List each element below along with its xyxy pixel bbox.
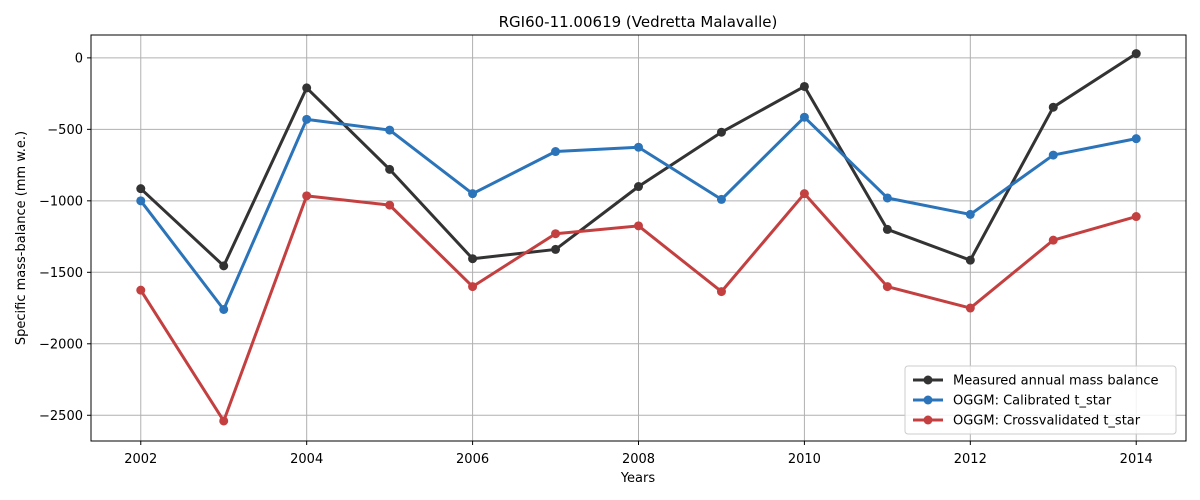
- legend: Measured annual mass balance OGGM: Calibr…: [904, 365, 1177, 435]
- data-point: [882, 282, 892, 292]
- x-tick-label: 2012: [954, 452, 987, 467]
- legend-entry-label: Measured annual mass balance: [953, 374, 1159, 389]
- legend-box: [904, 365, 1177, 435]
- data-point: [634, 142, 643, 152]
- x-tick-label: 2006: [456, 452, 489, 467]
- data-point: [1048, 235, 1058, 245]
- data-point: [468, 282, 478, 292]
- data-point: [219, 304, 229, 314]
- data-point: [1131, 49, 1141, 59]
- x-tick-label: 2002: [124, 452, 157, 467]
- legend-entry-label: OGGM: Crossvalidated t_star: [953, 414, 1141, 429]
- x-axis-ticks: 2002 2004 2006 2008 2010 2012 2014: [124, 441, 1153, 467]
- data-point: [136, 196, 146, 206]
- data-point: [302, 191, 312, 201]
- y-tick-label: −500: [47, 123, 83, 138]
- data-point: [136, 184, 146, 194]
- y-tick-label: −1000: [39, 194, 83, 209]
- chart-title: RGI60-11.00619 (Vedretta Malavalle): [499, 13, 778, 31]
- data-point: [965, 303, 975, 313]
- data-point: [799, 112, 809, 122]
- y-axis-label: Specific mass-balance (mm w.e.): [14, 131, 29, 345]
- data-point: [551, 244, 561, 254]
- data-point: [634, 182, 643, 192]
- data-point: [136, 285, 146, 295]
- x-tick-label: 2004: [290, 452, 323, 467]
- data-point: [799, 189, 809, 199]
- series-1: [136, 49, 1141, 271]
- legend-swatch-marker: [923, 395, 933, 405]
- y-axis-ticks: 0 −500 −1000 −1500 −2000 −2500: [39, 51, 91, 424]
- data-point: [882, 224, 892, 234]
- data-point: [551, 229, 561, 239]
- data-point: [551, 147, 561, 157]
- data-point: [965, 209, 975, 219]
- data-point: [385, 200, 395, 210]
- data-point: [882, 193, 892, 203]
- legend-entry-label: OGGM: Calibrated t_star: [953, 394, 1112, 409]
- data-point: [1131, 212, 1141, 222]
- data-point: [302, 114, 312, 124]
- data-point: [1131, 134, 1141, 144]
- data-point: [468, 189, 478, 199]
- y-tick-label: −2000: [39, 337, 83, 352]
- y-tick-label: 0: [75, 51, 83, 66]
- y-tick-label: −1500: [39, 266, 83, 281]
- series-3: [136, 189, 1141, 426]
- data-point: [716, 194, 726, 204]
- data-point: [1048, 102, 1058, 112]
- data-point: [219, 416, 229, 426]
- data-point: [634, 221, 643, 231]
- x-tick-label: 2014: [1120, 452, 1153, 467]
- data-point: [1048, 150, 1058, 160]
- x-tick-label: 2008: [622, 452, 655, 467]
- data-point: [716, 287, 726, 297]
- x-tick-label: 2010: [788, 452, 821, 467]
- x-axis-label: Years: [620, 471, 656, 486]
- data-point: [385, 125, 395, 135]
- data-point: [468, 254, 478, 264]
- legend-swatch-marker: [923, 375, 933, 385]
- data-point: [799, 81, 809, 91]
- series-2: [136, 112, 1141, 314]
- y-tick-label: −2500: [39, 409, 83, 424]
- data-point: [302, 83, 312, 93]
- data-point: [385, 164, 395, 174]
- data-point: [219, 261, 229, 271]
- legend-swatch-marker: [923, 415, 933, 425]
- data-point: [965, 255, 975, 265]
- series-layer: [136, 49, 1141, 426]
- data-point: [716, 127, 726, 137]
